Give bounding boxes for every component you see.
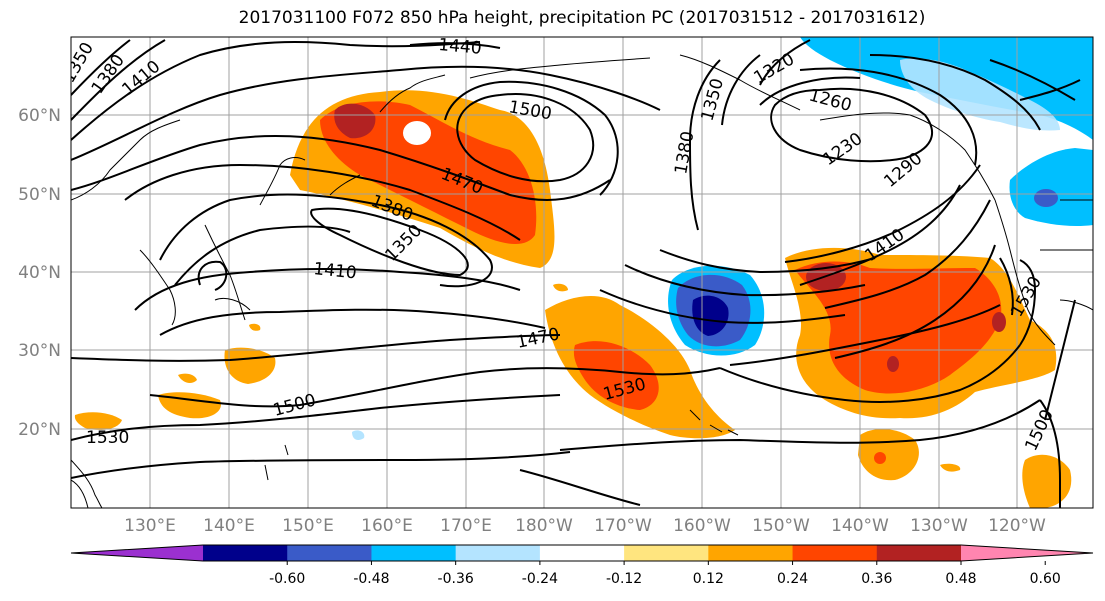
lon-label: 140°E xyxy=(203,516,255,536)
colorbar-segment xyxy=(203,545,288,561)
colorbar-tick-label: 0.36 xyxy=(861,571,892,587)
colorbar-tick-label: -0.48 xyxy=(353,571,389,587)
colorbar-extend-low xyxy=(71,545,203,561)
colorbar-segment xyxy=(877,545,962,561)
lon-label: 160°E xyxy=(361,516,413,536)
lon-label: 130°E xyxy=(124,516,176,536)
lon-label: 170°E xyxy=(440,516,492,536)
colorbar-tick-label: 0.48 xyxy=(945,571,976,587)
colorbar-segment xyxy=(793,545,878,561)
colorbar-segment xyxy=(708,545,793,561)
lat-label: 30°N xyxy=(18,341,61,361)
contour-label: 1530 xyxy=(86,428,129,448)
colorbar-tick-label: 0.60 xyxy=(1030,571,1061,587)
lon-label: 150°W xyxy=(752,516,810,536)
lat-label: 50°N xyxy=(18,185,61,205)
map-panel: 1350 1380 1410 1440 1500 1470 1380 1350 … xyxy=(59,35,1093,508)
lon-label: 170°W xyxy=(594,516,652,536)
colorbar-tick-label: 0.12 xyxy=(693,571,724,587)
colorbar-segment xyxy=(371,545,456,561)
lat-label: 60°N xyxy=(18,106,61,126)
colorbar-tick-label: -0.36 xyxy=(438,571,474,587)
colorbar-extend-high xyxy=(961,545,1093,561)
colorbar-segment xyxy=(456,545,541,561)
lon-label: 150°E xyxy=(282,516,334,536)
latitude-labels: 60°N 50°N 40°N 30°N 20°N xyxy=(18,106,61,440)
lon-label: 120°W xyxy=(988,516,1046,536)
lat-label: 40°N xyxy=(18,263,61,283)
map-figure: 1350 1380 1410 1440 1500 1470 1380 1350 … xyxy=(0,0,1105,601)
colorbar-segment xyxy=(624,545,709,561)
colorbar-tick-label: -0.60 xyxy=(269,571,305,587)
colorbar-tick-label: -0.12 xyxy=(606,571,642,587)
colorbar-tick-label: 0.24 xyxy=(777,571,808,587)
lon-label: 180°W xyxy=(515,516,573,536)
colorbar-tick-label: -0.24 xyxy=(522,571,558,587)
colorbar-segment xyxy=(287,545,372,561)
contour-label: 1440 xyxy=(438,35,483,59)
colorbar-segment xyxy=(540,545,625,561)
lon-label: 140°W xyxy=(831,516,889,536)
longitude-labels: 130°E 140°E 150°E 160°E 170°E 180°W 170°… xyxy=(124,516,1046,536)
lat-label: 20°N xyxy=(18,420,61,440)
lon-label: 130°W xyxy=(910,516,968,536)
lon-label: 160°W xyxy=(673,516,731,536)
colorbar: -0.60 -0.48 -0.36 -0.24 -0.12 0.12 0.24 0.36 0.4… xyxy=(71,545,1093,587)
